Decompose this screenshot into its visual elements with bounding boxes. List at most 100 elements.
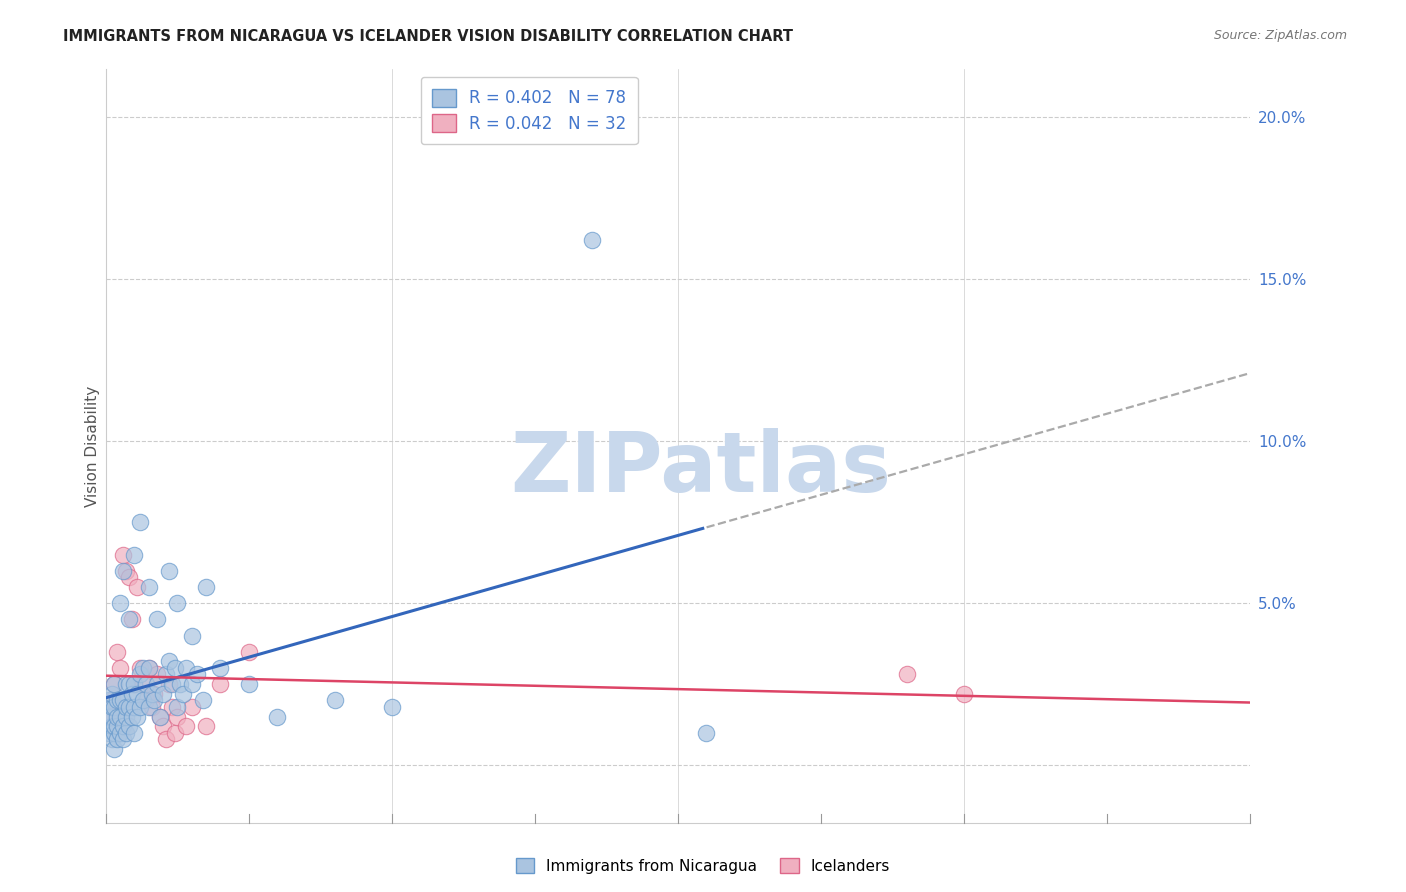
- Point: [166, 709, 188, 723]
- Point: [97, 709, 120, 723]
- Point: [194, 580, 217, 594]
- Point: [115, 699, 138, 714]
- Point: [108, 661, 131, 675]
- Point: [129, 667, 152, 681]
- Point: [111, 693, 134, 707]
- Point: [118, 699, 141, 714]
- Y-axis label: Vision Disability: Vision Disability: [86, 385, 100, 507]
- Point: [381, 699, 404, 714]
- Point: [141, 699, 163, 714]
- Point: [143, 687, 166, 701]
- Point: [138, 699, 160, 714]
- Point: [100, 693, 122, 707]
- Point: [129, 515, 152, 529]
- Point: [100, 732, 122, 747]
- Point: [132, 693, 155, 707]
- Point: [138, 661, 160, 675]
- Point: [103, 699, 125, 714]
- Point: [194, 719, 217, 733]
- Point: [186, 667, 208, 681]
- Point: [100, 709, 122, 723]
- Point: [209, 677, 232, 691]
- Point: [191, 693, 214, 707]
- Point: [149, 709, 172, 723]
- Point: [111, 564, 134, 578]
- Point: [124, 677, 146, 691]
- Point: [152, 719, 174, 733]
- Point: [127, 580, 149, 594]
- Text: IMMIGRANTS FROM NICARAGUA VS ICELANDER VISION DISABILITY CORRELATION CHART: IMMIGRANTS FROM NICARAGUA VS ICELANDER V…: [63, 29, 793, 44]
- Point: [127, 687, 149, 701]
- Point: [174, 661, 197, 675]
- Point: [149, 709, 172, 723]
- Point: [105, 719, 128, 733]
- Point: [157, 677, 180, 691]
- Point: [118, 570, 141, 584]
- Point: [105, 645, 128, 659]
- Legend: R = 0.402   N = 78, R = 0.042   N = 32: R = 0.402 N = 78, R = 0.042 N = 32: [420, 77, 638, 145]
- Point: [127, 709, 149, 723]
- Point: [97, 693, 120, 707]
- Point: [118, 677, 141, 691]
- Point: [115, 677, 138, 691]
- Point: [124, 699, 146, 714]
- Point: [97, 725, 120, 739]
- Point: [111, 719, 134, 733]
- Point: [146, 612, 169, 626]
- Point: [180, 699, 202, 714]
- Point: [121, 687, 143, 701]
- Point: [138, 661, 160, 675]
- Point: [115, 564, 138, 578]
- Point: [155, 667, 177, 681]
- Point: [163, 725, 186, 739]
- Point: [953, 687, 976, 701]
- Point: [108, 596, 131, 610]
- Point: [100, 699, 122, 714]
- Point: [146, 677, 169, 691]
- Point: [100, 687, 122, 701]
- Point: [97, 709, 120, 723]
- Point: [238, 677, 260, 691]
- Point: [695, 725, 717, 739]
- Point: [108, 709, 131, 723]
- Point: [238, 645, 260, 659]
- Point: [115, 709, 138, 723]
- Point: [103, 742, 125, 756]
- Point: [115, 725, 138, 739]
- Point: [157, 655, 180, 669]
- Point: [103, 719, 125, 733]
- Point: [581, 233, 603, 247]
- Point: [166, 596, 188, 610]
- Point: [105, 732, 128, 747]
- Point: [124, 548, 146, 562]
- Point: [166, 699, 188, 714]
- Point: [160, 699, 183, 714]
- Point: [163, 661, 186, 675]
- Point: [121, 612, 143, 626]
- Point: [129, 661, 152, 675]
- Point: [155, 732, 177, 747]
- Point: [108, 725, 131, 739]
- Point: [124, 725, 146, 739]
- Text: ZIPatlas: ZIPatlas: [510, 428, 891, 509]
- Point: [266, 709, 288, 723]
- Point: [160, 677, 183, 691]
- Point: [172, 687, 194, 701]
- Point: [103, 677, 125, 691]
- Point: [209, 661, 232, 675]
- Point: [169, 677, 191, 691]
- Point: [100, 719, 122, 733]
- Point: [141, 687, 163, 701]
- Point: [124, 677, 146, 691]
- Point: [135, 693, 157, 707]
- Point: [121, 709, 143, 723]
- Point: [103, 677, 125, 691]
- Point: [103, 725, 125, 739]
- Point: [129, 699, 152, 714]
- Point: [132, 677, 155, 691]
- Point: [323, 693, 346, 707]
- Point: [105, 709, 128, 723]
- Legend: Immigrants from Nicaragua, Icelanders: Immigrants from Nicaragua, Icelanders: [510, 852, 896, 880]
- Point: [108, 693, 131, 707]
- Point: [138, 580, 160, 594]
